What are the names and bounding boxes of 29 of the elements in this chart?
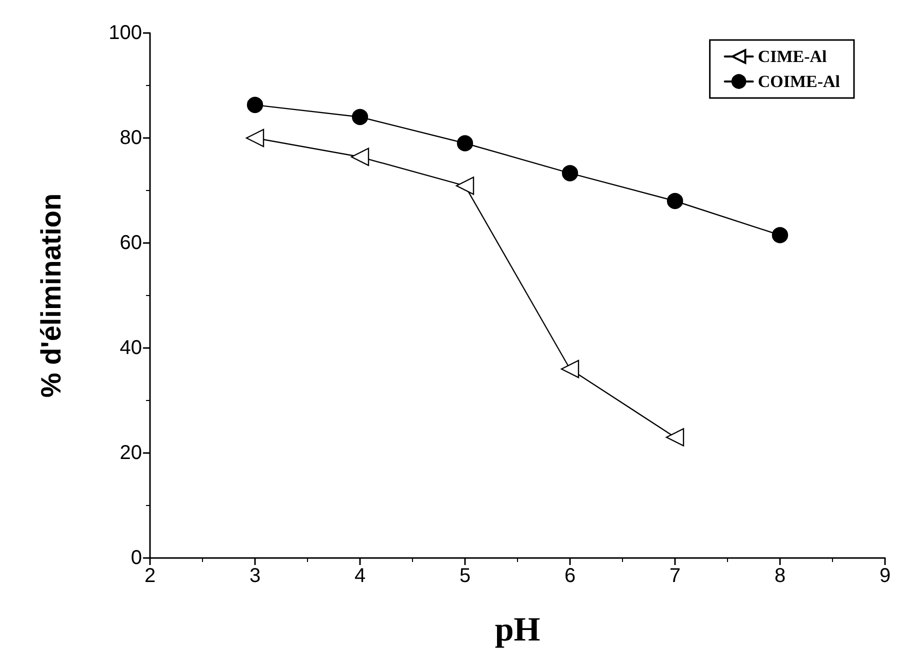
point: [560, 360, 580, 378]
y-tick-label: 80: [120, 127, 142, 149]
point: [350, 148, 370, 166]
point: [772, 227, 788, 244]
y-tick-label: 100: [108, 22, 142, 44]
point: [666, 192, 684, 210]
legend-label: CIME-Al: [758, 47, 828, 66]
point: [456, 135, 474, 152]
x-tick-label: 8: [774, 565, 786, 587]
x-tick-label: 2: [144, 565, 156, 587]
y-tick-label: 0: [130, 547, 142, 569]
x-tick-label: 3: [249, 565, 261, 587]
point: [352, 108, 368, 126]
x-axis-title: pH: [494, 612, 540, 648]
point: [456, 176, 474, 195]
x-tick-label: 4: [354, 565, 366, 587]
point: [246, 96, 264, 114]
x-tick-label: 7: [669, 565, 681, 587]
y-axis-title: % d'élimination: [36, 193, 66, 398]
y-tick-label: 40: [120, 337, 142, 359]
x-tick-label: 6: [564, 565, 576, 587]
y-tick-label: 20: [120, 442, 142, 464]
legend-label: COIME-Al: [758, 72, 840, 91]
x-tick-label: 5: [459, 565, 471, 587]
y-tick-label: 60: [120, 232, 142, 254]
point: [562, 165, 578, 182]
point: [246, 128, 264, 148]
point: [666, 428, 684, 446]
x-tick-label: 9: [879, 565, 891, 587]
